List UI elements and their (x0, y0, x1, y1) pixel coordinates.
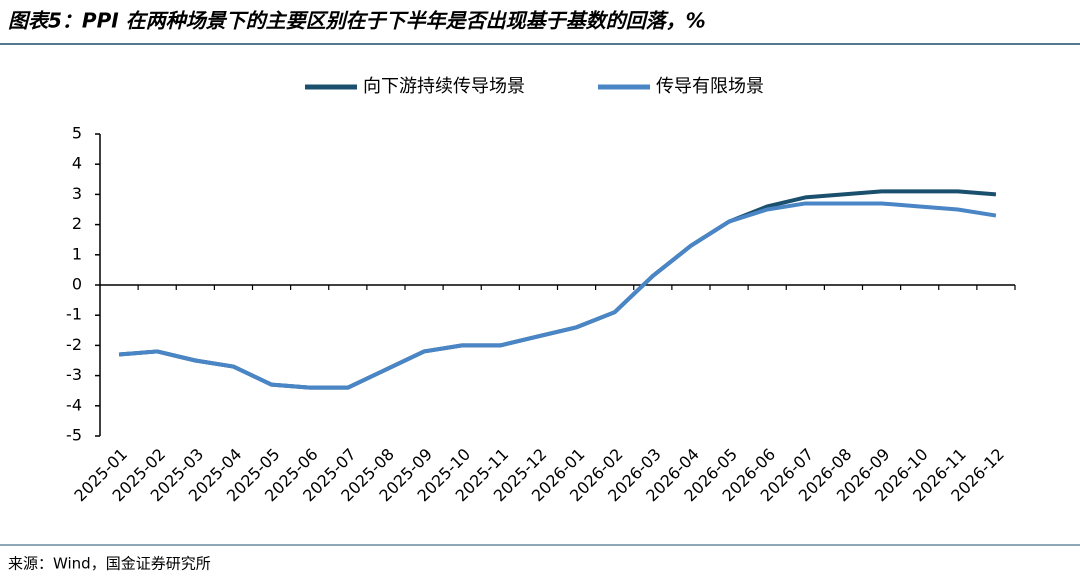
y-tick-label: -5 (66, 426, 82, 445)
chart-title: 图表5：PPI 在两种场景下的主要区别在于下半年是否出现基于基数的回落，% (8, 9, 706, 33)
y-tick-label: 3 (72, 184, 82, 203)
legend-label: 向下游持续传导场景 (363, 76, 525, 97)
y-tick-label: -1 (66, 305, 82, 324)
legend-label: 传导有限场景 (656, 76, 764, 97)
source: 来源：Wind，国金证券研究所 (8, 555, 211, 573)
y-tick-label: 1 (72, 244, 82, 263)
y-tick-label: -2 (66, 335, 82, 354)
y-tick-label: -3 (66, 365, 82, 384)
y-tick-label: 2 (72, 214, 82, 233)
series-line (118, 201, 997, 390)
y-tick-label: 4 (72, 154, 82, 173)
y-tick-label: 5 (72, 124, 82, 143)
y-tick-label: -4 (66, 395, 82, 414)
y-tick-label: 0 (72, 275, 82, 294)
legend: 向下游持续传导场景 传导有限场景 (305, 76, 764, 97)
